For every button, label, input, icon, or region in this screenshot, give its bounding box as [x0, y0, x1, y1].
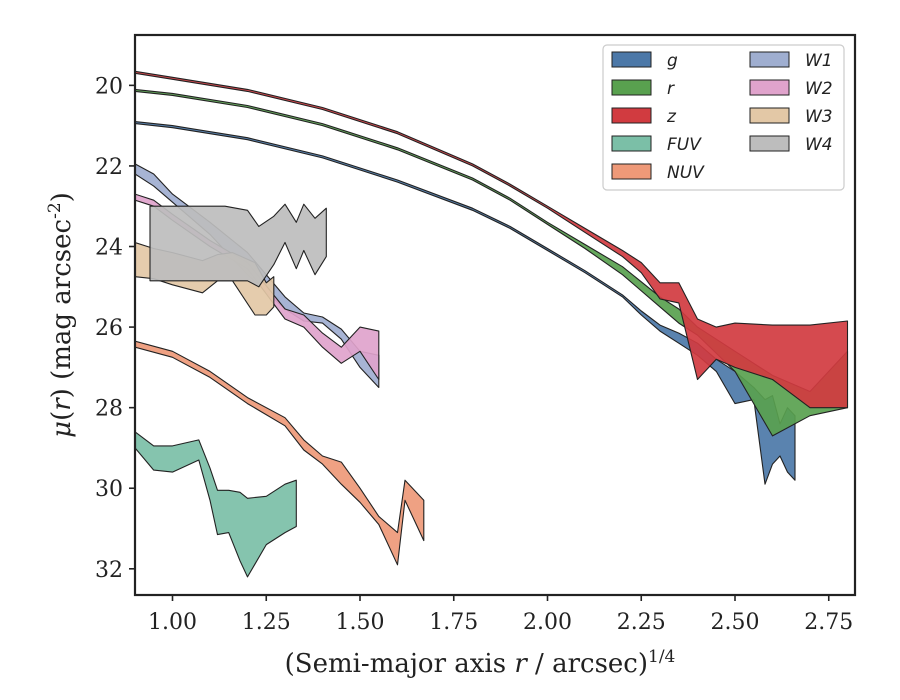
legend-swatch-w3	[749, 107, 790, 124]
plot-frame	[133, 33, 857, 597]
x-tick-label: 1.75	[429, 610, 478, 635]
x-axis: 1.00 1.25 1.50 1.75 2.00 2.25 2.50 2.75	[148, 595, 853, 635]
x-tick-label: 2.25	[617, 610, 666, 635]
x-axis-label: (Semi-major axis r / arcsec)1/4	[285, 647, 676, 679]
series-layer	[135, 70, 849, 578]
y-tick-label: 22	[95, 155, 123, 180]
band-z	[135, 70, 849, 409]
legend-label-z: z	[666, 107, 677, 127]
y-axis: 20 22 24 26 28 30 32	[95, 74, 135, 583]
legend-swatch-w2	[749, 79, 790, 96]
legend-label-nuv: NUV	[667, 163, 705, 183]
x-tick-label: 2.50	[711, 610, 760, 635]
legend-swatch-nuv	[611, 163, 652, 180]
legend-swatch-z	[611, 107, 652, 124]
y-tick-label: 24	[95, 236, 123, 261]
legend-label-w1: W1	[805, 51, 833, 71]
legend: grz FUV NUV W1 W2 W3 W4	[602, 44, 845, 191]
y-axis-label: μ(r) (mag arcsec-2)	[45, 192, 77, 438]
legend-label-g: g	[667, 51, 678, 71]
legend-label-w4: W4	[805, 135, 833, 155]
x-tick-label: 1.50	[336, 610, 385, 635]
y-tick-label: 20	[95, 74, 123, 99]
y-tick-label: 32	[95, 558, 123, 583]
legend-swatch-r	[611, 79, 652, 96]
band-fuv	[135, 431, 297, 578]
legend-label-w3: W3	[805, 107, 833, 127]
band-nuv	[135, 340, 425, 566]
y-tick-label: 26	[95, 316, 123, 341]
band-g	[135, 121, 796, 485]
legend-swatch-w4	[749, 135, 790, 152]
band-w4	[149, 203, 327, 288]
x-tick-label: 1.25	[242, 610, 291, 635]
y-tick-label: 30	[95, 477, 123, 502]
y-tick-label: 28	[95, 397, 123, 422]
legend-label-w2: W2	[805, 79, 833, 99]
legend-swatch-fuv	[611, 135, 652, 152]
x-tick-label: 2.00	[523, 610, 572, 635]
legend-swatch-g	[611, 51, 652, 68]
x-tick-label: 2.75	[804, 610, 853, 635]
legend-label-fuv: FUV	[667, 135, 702, 155]
x-tick-label: 1.00	[148, 610, 197, 635]
legend-label-r: r	[667, 79, 675, 99]
legend-swatch-w1	[749, 51, 790, 68]
